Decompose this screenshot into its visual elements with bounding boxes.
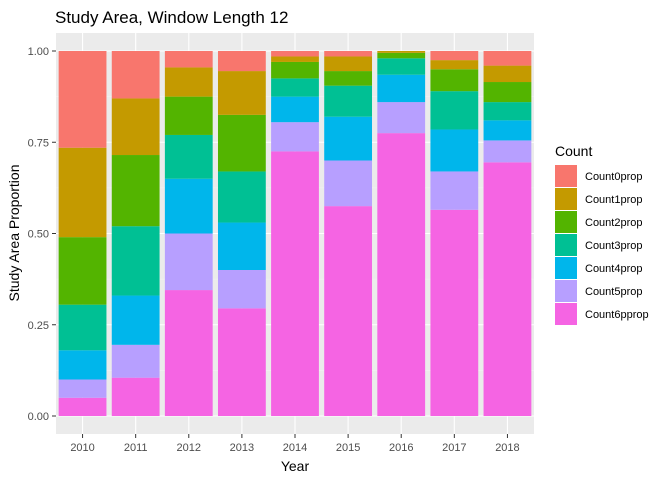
bar-segment-count1prop-2016 bbox=[377, 51, 426, 53]
legend-label-count6pprop: Count6pprop bbox=[585, 309, 649, 321]
legend-label-count5prop: Count5prop bbox=[585, 286, 643, 298]
chart-title: Study Area, Window Length 12 bbox=[55, 8, 288, 27]
legend-key-count0prop bbox=[555, 165, 577, 187]
legend-label-count4prop: Count4prop bbox=[585, 263, 643, 275]
bar-segment-count1prop-2012 bbox=[164, 67, 213, 97]
bar-segment-count4prop-2014 bbox=[271, 96, 319, 123]
legend-key-count5prop bbox=[555, 280, 577, 302]
bar-segment-count0prop-2011 bbox=[111, 51, 160, 99]
legend: Count Count0prop Count1prop Count2prop Coun… bbox=[555, 143, 649, 325]
bar-segment-count3prop-2011 bbox=[111, 226, 160, 296]
y-axis-title: Study Area Proportion bbox=[6, 165, 22, 302]
legend-key-count3prop bbox=[555, 234, 577, 256]
y-tick-label: 0.00 bbox=[28, 411, 49, 423]
bar-segment-count5prop-2018 bbox=[483, 140, 532, 163]
x-axis: 2010 2011 2012 2013 2014 2015 2016 2017 2018 bbox=[70, 434, 520, 454]
bar-segment-count1prop-2013 bbox=[217, 71, 266, 115]
bar-segment-count5prop-2014 bbox=[271, 122, 319, 152]
bar-segment-count1prop-2011 bbox=[111, 98, 160, 156]
bar-segment-count6pprop-2014 bbox=[271, 151, 319, 416]
bar-segment-count1prop-2017 bbox=[430, 60, 479, 70]
legend-key-count6pprop bbox=[555, 303, 577, 325]
bar-segment-count3prop-2018 bbox=[483, 102, 532, 121]
bar-segment-count2prop-2011 bbox=[111, 155, 160, 227]
bar-segment-count5prop-2016 bbox=[377, 102, 426, 134]
bar-segment-count0prop-2014 bbox=[271, 51, 319, 57]
bar-segment-count6pprop-2015 bbox=[324, 206, 373, 416]
bar-segment-count0prop-2018 bbox=[483, 51, 532, 66]
x-tick-label: 2017 bbox=[442, 442, 466, 454]
bar-segment-count5prop-2012 bbox=[164, 233, 213, 291]
bar-segment-count4prop-2018 bbox=[483, 120, 532, 141]
bar-segment-count2prop-2013 bbox=[217, 114, 266, 172]
bar-segment-count2prop-2016 bbox=[377, 52, 426, 59]
bar-segment-count5prop-2013 bbox=[217, 270, 266, 309]
bar-segment-count6pprop-2016 bbox=[377, 133, 426, 416]
bar-segment-count6pprop-2012 bbox=[164, 290, 213, 416]
bar-segment-count3prop-2010 bbox=[58, 304, 107, 351]
bar-segment-count0prop-2012 bbox=[164, 51, 213, 68]
x-tick-label: 2011 bbox=[124, 442, 148, 454]
x-tick-label: 2014 bbox=[283, 442, 307, 454]
bar-segment-count6pprop-2010 bbox=[58, 397, 107, 416]
bar-segment-count4prop-2016 bbox=[377, 74, 426, 103]
bar-segment-count5prop-2011 bbox=[111, 344, 160, 378]
bar-segment-count1prop-2018 bbox=[483, 65, 532, 83]
x-axis-title: Year bbox=[281, 458, 310, 474]
bar-segment-count0prop-2017 bbox=[430, 51, 479, 61]
bar-segment-count3prop-2017 bbox=[430, 91, 479, 130]
bar-segment-count2prop-2017 bbox=[430, 69, 479, 92]
bar-segment-count3prop-2016 bbox=[377, 58, 426, 75]
bar-segment-count4prop-2015 bbox=[324, 116, 373, 161]
bar-segment-count2prop-2018 bbox=[483, 82, 532, 103]
bar-segment-count0prop-2013 bbox=[217, 51, 266, 72]
bar-segment-count6pprop-2017 bbox=[430, 209, 479, 416]
x-tick-label: 2010 bbox=[70, 442, 94, 454]
bar-segment-count4prop-2010 bbox=[58, 350, 107, 380]
bar-segment-count4prop-2012 bbox=[164, 178, 213, 234]
bar-segment-count0prop-2010 bbox=[58, 51, 107, 148]
x-tick-label: 2015 bbox=[336, 442, 360, 454]
bar-segment-count2prop-2014 bbox=[271, 61, 319, 79]
legend-label-count2prop: Count2prop bbox=[585, 217, 643, 229]
bar-segment-count3prop-2015 bbox=[324, 85, 373, 117]
bar-segment-count2prop-2010 bbox=[58, 237, 107, 305]
bar-segment-count2prop-2012 bbox=[164, 96, 213, 135]
legend-label-count3prop: Count3prop bbox=[585, 240, 643, 252]
y-tick-label: 0.50 bbox=[28, 229, 49, 241]
bar-segment-count5prop-2015 bbox=[324, 160, 373, 207]
bar-segment-count3prop-2013 bbox=[217, 171, 266, 223]
bar-segment-count1prop-2015 bbox=[324, 56, 373, 72]
bar-segment-count5prop-2017 bbox=[430, 171, 479, 210]
bar-segment-count2prop-2015 bbox=[324, 71, 373, 86]
bar-segment-count3prop-2014 bbox=[271, 78, 319, 97]
bar-segment-count4prop-2017 bbox=[430, 129, 479, 172]
bar-segment-count0prop-2015 bbox=[324, 51, 373, 57]
bar-segment-count1prop-2010 bbox=[58, 147, 107, 238]
bar-segment-count4prop-2013 bbox=[217, 222, 266, 270]
legend-key-count4prop bbox=[555, 257, 577, 279]
bar-segment-count6pprop-2013 bbox=[217, 308, 266, 416]
bar-segment-count1prop-2014 bbox=[271, 56, 319, 62]
legend-title: Count bbox=[555, 143, 592, 159]
legend-key-count2prop bbox=[555, 211, 577, 233]
bar-segment-count3prop-2012 bbox=[164, 134, 213, 179]
bar-segment-count6pprop-2011 bbox=[111, 377, 160, 416]
legend-key-count1prop bbox=[555, 188, 577, 210]
y-axis: 0.00 0.25 0.50 0.75 1.00 bbox=[28, 46, 56, 423]
legend-label-count0prop: Count0prop bbox=[585, 171, 643, 183]
x-tick-label: 2013 bbox=[230, 442, 254, 454]
y-tick-label: 0.75 bbox=[28, 137, 49, 149]
y-tick-label: 0.25 bbox=[28, 320, 49, 332]
y-tick-label: 1.00 bbox=[28, 46, 49, 58]
bars bbox=[58, 51, 532, 416]
x-tick-label: 2016 bbox=[389, 442, 413, 454]
x-tick-label: 2018 bbox=[495, 442, 519, 454]
bar-segment-count4prop-2011 bbox=[111, 295, 160, 345]
legend-label-count1prop: Count1prop bbox=[585, 194, 643, 206]
x-tick-label: 2012 bbox=[177, 442, 201, 454]
bar-segment-count6pprop-2018 bbox=[483, 162, 532, 416]
bar-segment-count5prop-2010 bbox=[58, 379, 107, 398]
